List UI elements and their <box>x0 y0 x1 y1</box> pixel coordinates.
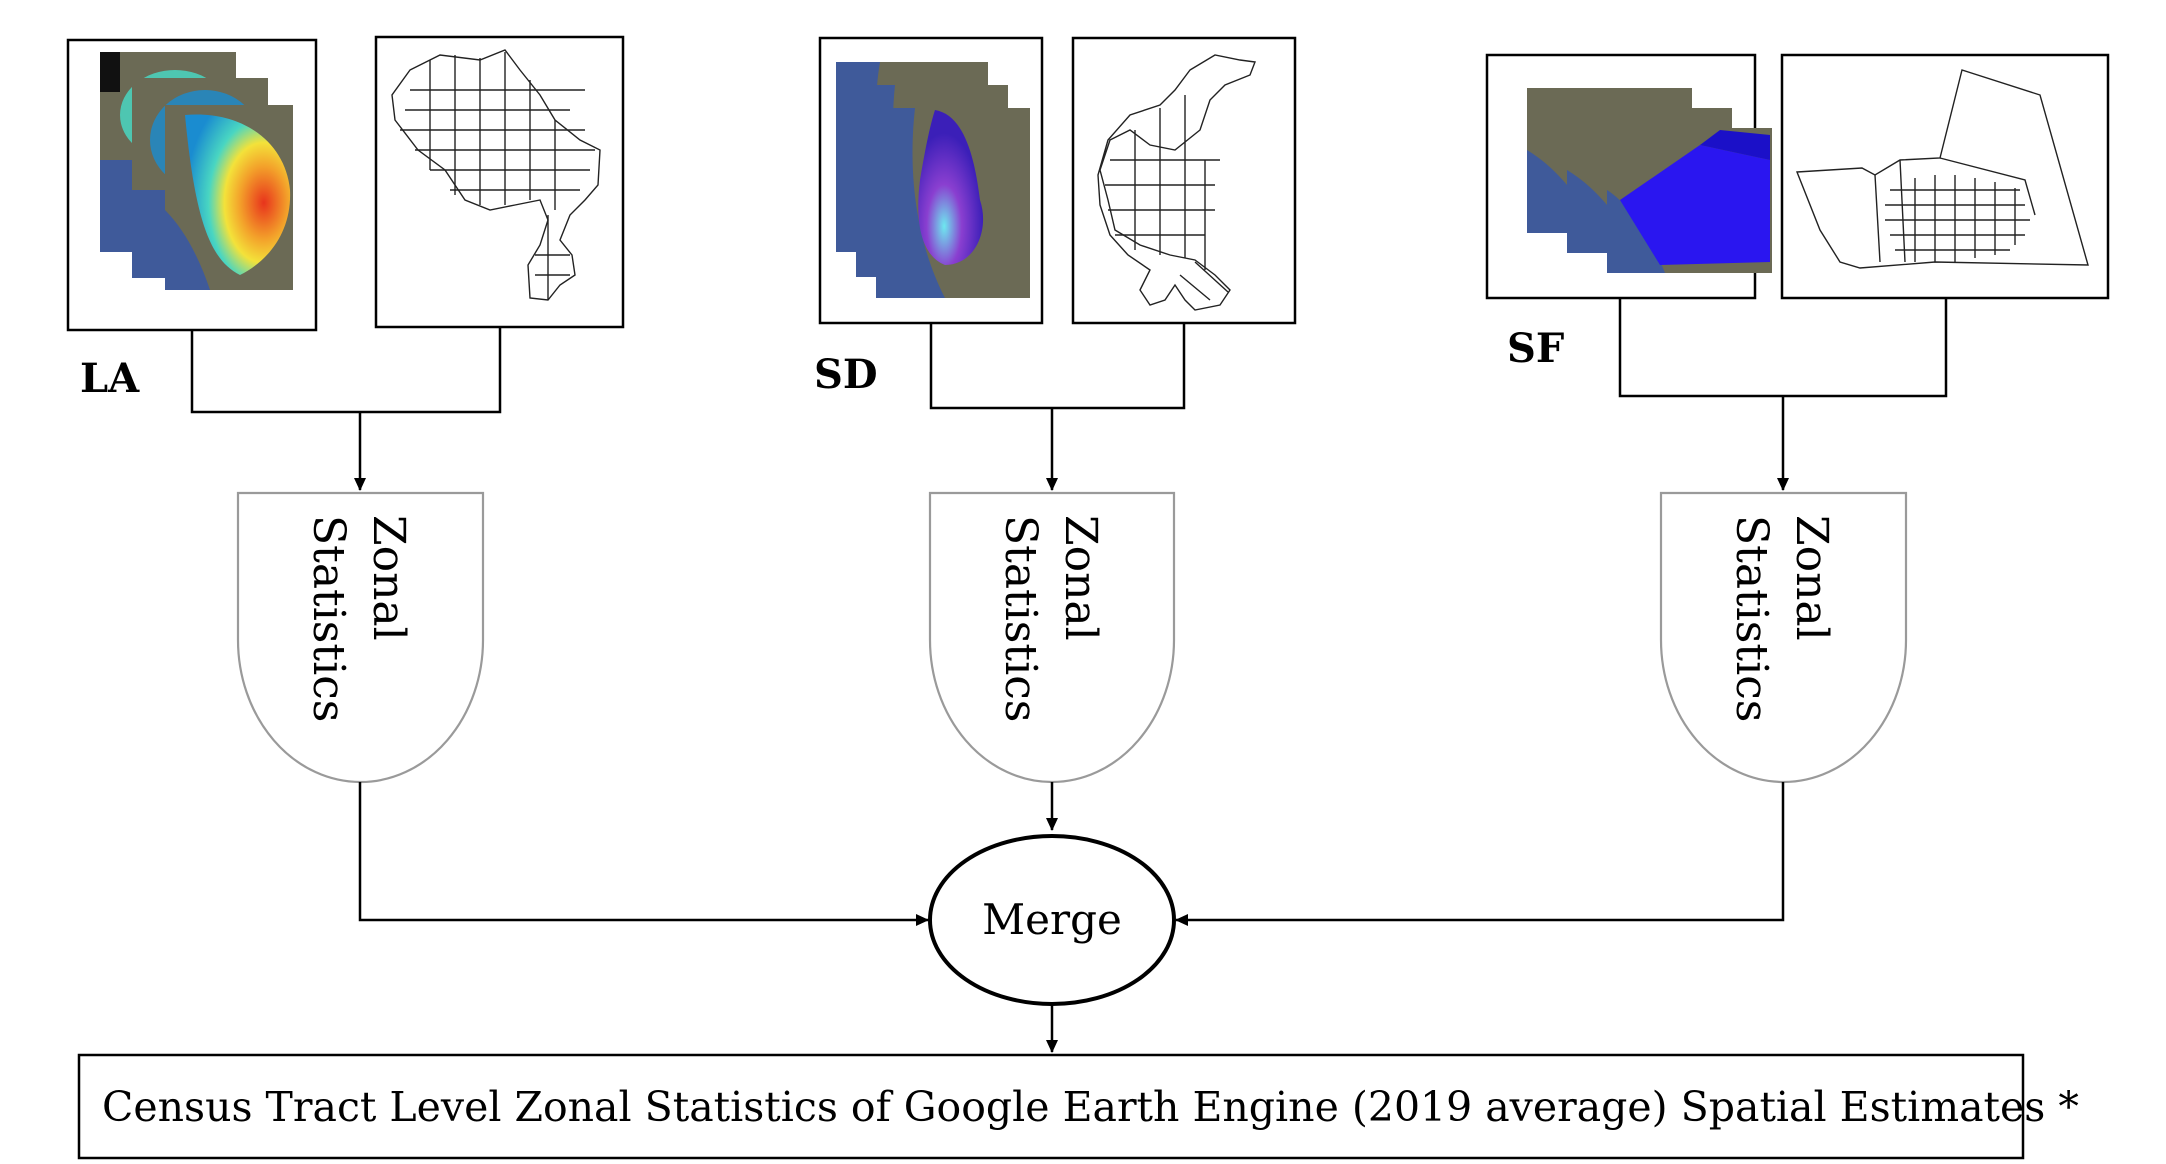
sd-label: SD <box>814 351 878 398</box>
sf-zonal-line2: Statistics <box>1726 515 1777 722</box>
sd-raster-stack <box>836 62 1030 298</box>
sf-group: SF Zonal Statistics <box>1485 53 2110 784</box>
sd-tract-map <box>1097 54 1256 311</box>
sd-tract-map-frame <box>1071 36 1297 325</box>
sf-raster-stack <box>1527 88 1772 273</box>
sf-label: SF <box>1507 325 1564 372</box>
la-tract-map <box>391 49 601 301</box>
sf-arrow-to-merge <box>1175 782 1785 926</box>
la-label: LA <box>80 355 140 402</box>
la-zonal-line1: Zonal <box>363 515 414 641</box>
sf-zonal-line1: Zonal <box>1786 515 1837 641</box>
sd-zonal-statistics-shape <box>928 491 1176 784</box>
la-group: LA Zonal Statistics <box>66 35 625 784</box>
output-box <box>77 1053 2025 1160</box>
la-arrow-to-merge <box>358 782 929 926</box>
la-tract-map-frame <box>374 35 625 329</box>
la-zonal-line2: Statistics <box>303 515 354 722</box>
sf-zonal-statistics-shape <box>1659 491 1908 784</box>
sf-tract-map <box>1795 69 2089 269</box>
sd-zonal-line2: Statistics <box>995 515 1046 722</box>
sd-join-line <box>929 323 1186 410</box>
la-raster-stack <box>100 52 293 290</box>
sd-group: SD Zonal Statistics <box>814 36 1297 784</box>
la-zonal-statistics-shape <box>236 491 485 784</box>
la-join-line <box>190 327 502 414</box>
merge-label: Merge <box>982 895 1122 944</box>
sf-join-line <box>1618 298 1948 398</box>
output-label: Census Tract Level Zonal Statistics of G… <box>102 1083 2079 1131</box>
sf-tract-map-frame <box>1780 53 2110 300</box>
sd-zonal-line1: Zonal <box>1055 515 1106 641</box>
